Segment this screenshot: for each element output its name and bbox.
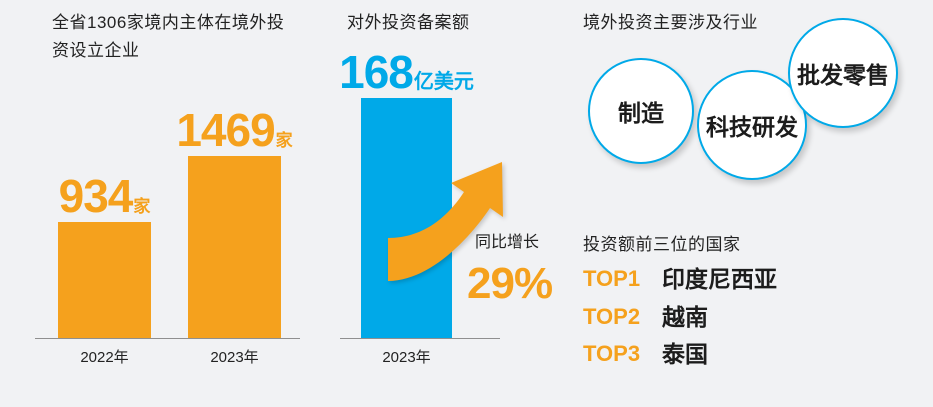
value-label-2023: 1469家 bbox=[150, 107, 320, 153]
value-unit: 家 bbox=[133, 197, 151, 217]
country-name-1: 印度尼西亚 bbox=[662, 266, 777, 292]
x-tick-label-2022: 2022年 bbox=[80, 349, 129, 366]
value-number: 934 bbox=[58, 170, 134, 223]
x-tick-label-filing-2023: 2023年 bbox=[382, 349, 431, 366]
industry-bubble-tech-rd: 科技研发 bbox=[697, 70, 807, 180]
value-unit: 亿美元 bbox=[413, 71, 474, 93]
countries-title: 投资额前三位的国家 bbox=[583, 235, 741, 254]
rank-label-2: TOP2 bbox=[583, 304, 641, 329]
enterprises-title-line-2: 资设立企业 bbox=[52, 41, 140, 60]
filing-title: 对外投资备案额 bbox=[347, 13, 470, 32]
rank-label-1: TOP1 bbox=[583, 266, 641, 291]
x-axis-line bbox=[340, 338, 500, 339]
growth-value: 29% bbox=[467, 259, 553, 308]
bar-2022 bbox=[58, 222, 151, 338]
bar-2023 bbox=[188, 156, 281, 338]
industries-title: 境外投资主要涉及行业 bbox=[583, 13, 758, 32]
value-label-filing: 168亿美元 bbox=[322, 49, 492, 95]
value-number: 1469 bbox=[176, 104, 275, 156]
value-number: 168 bbox=[339, 46, 414, 98]
x-axis-line bbox=[35, 338, 300, 339]
growth-label: 同比增长 bbox=[475, 234, 540, 251]
enterprises-title-line-1: 全省1306家境内主体在境外投 bbox=[52, 13, 285, 32]
value-label-2022: 934家 bbox=[20, 173, 190, 219]
bar-filing-2023 bbox=[361, 98, 452, 338]
industry-bubble-manufacturing: 制造 bbox=[588, 58, 694, 164]
country-name-2: 越南 bbox=[662, 304, 708, 330]
country-name-3: 泰国 bbox=[662, 341, 708, 367]
industry-bubble-wholesale-retail: 批发零售 bbox=[788, 18, 898, 128]
enterprises-title: 全省1306家境内主体在境外投 资设立企业 bbox=[52, 9, 284, 65]
value-unit: 家 bbox=[275, 131, 293, 150]
x-tick-label-2023: 2023年 bbox=[210, 349, 259, 366]
rank-label-3: TOP3 bbox=[583, 341, 641, 366]
